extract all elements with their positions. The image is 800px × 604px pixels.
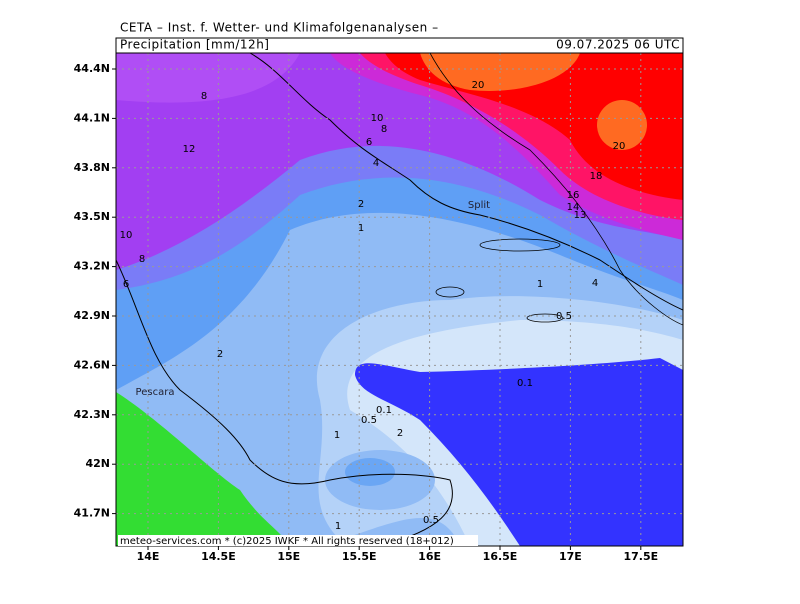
variable-label: Precipitation [mm/12h] [120, 38, 269, 52]
lat-label: 43.8N [74, 161, 110, 174]
lat-label: 44.1N [74, 111, 110, 124]
lon-label: 14E [137, 550, 160, 563]
footer-bg [118, 535, 478, 546]
footer: meteo-services.com * (c)2025 IWKF * All … [120, 536, 454, 547]
lat-label: 43.5N [74, 210, 110, 223]
lon-label: 16.5E [483, 550, 518, 563]
contour-label: 0.1 [376, 405, 392, 416]
graticule [116, 53, 683, 546]
contour-label: 20 [613, 141, 626, 152]
contour-label: 1 [334, 430, 340, 441]
contour-label: 4 [592, 278, 598, 289]
contour-label: 0.5 [361, 415, 377, 426]
dry-area [116, 392, 290, 546]
band-6-8 [116, 53, 300, 103]
contour-label: 0.1 [517, 378, 533, 389]
contour-label: 0.5 [556, 311, 572, 322]
lon-label: 16E [418, 550, 441, 563]
lat-label: 43.2N [74, 260, 110, 273]
band-20-b [597, 100, 647, 150]
contour-label: 2 [358, 199, 364, 210]
lat-label: 41.7N [74, 507, 110, 520]
contour-label: 10 [371, 113, 384, 124]
contour-label: 1 [537, 279, 543, 290]
band-18-20 [385, 53, 683, 200]
lon-label: 17E [559, 550, 582, 563]
lat-label: 42.3N [74, 408, 110, 421]
contour-label: 6 [123, 279, 129, 290]
lat-label: 44.4N [74, 62, 110, 75]
lon-label: 15.5E [342, 550, 377, 563]
contour-label: 8 [139, 254, 145, 265]
island [435, 286, 465, 298]
contour-label: 14 [567, 202, 580, 213]
contour-label: 20 [472, 80, 485, 91]
band-2-4-south [345, 458, 395, 486]
contour-label: 2 [217, 349, 223, 360]
lon-label: 14.5E [201, 550, 236, 563]
contour-label: 8 [381, 124, 387, 135]
header-title: CETA – Inst. f. Wetter- und Klimafolgena… [120, 21, 439, 35]
lon-label: 15E [277, 550, 300, 563]
lat-label: 42.6N [74, 358, 110, 371]
contour-label: 13 [574, 210, 587, 221]
contour-label: 1 [335, 521, 341, 532]
contour-label: 12 [183, 144, 196, 155]
contour-label: 16 [567, 190, 580, 201]
contour-label: 2 [397, 428, 403, 439]
contour-label: 0.5 [423, 515, 439, 526]
city-label: Pescara [136, 387, 175, 398]
lat-label: 42.9N [74, 309, 110, 322]
contour-label: 1 [358, 223, 364, 234]
island [479, 238, 561, 252]
band-0-0.1 [355, 358, 683, 546]
coastline-italy [116, 259, 453, 546]
city-label: Split [468, 200, 490, 211]
lon-label: 17.5E [623, 550, 658, 563]
island [526, 313, 564, 323]
coastline-croatia [249, 53, 683, 311]
contour-label: 18 [590, 171, 603, 182]
axes: 44.4N 44.1N 43.8N 43.5N 43.2N 42.9N 42.6N 42.3N… [74, 62, 658, 563]
contour-label: 6 [366, 137, 372, 148]
border [429, 53, 683, 326]
lat-label: 42N [85, 457, 110, 470]
contour-label: 4 [373, 158, 379, 169]
contour-label: 8 [201, 91, 207, 102]
contour-label: 10 [120, 230, 133, 241]
valid-time: 09.07.2025 06 UTC [556, 38, 680, 52]
